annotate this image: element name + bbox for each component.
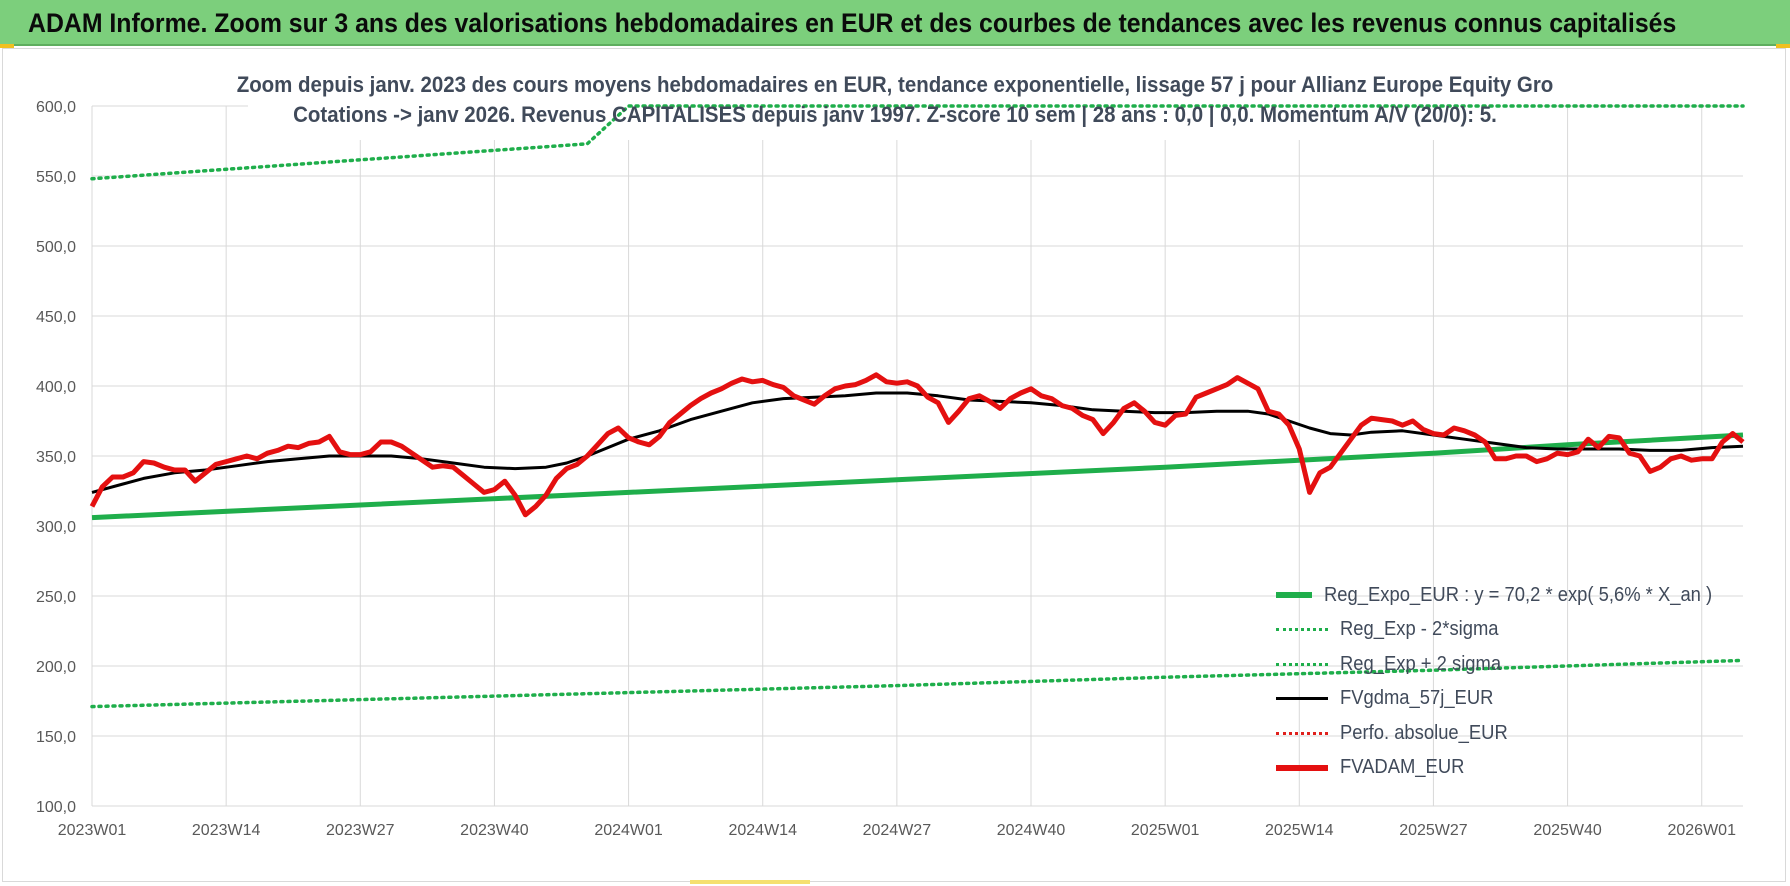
y-tick-label: 250,0 xyxy=(36,589,76,606)
legend-swatch xyxy=(1276,697,1328,701)
x-tick-label: 2023W01 xyxy=(58,822,127,839)
y-tick-label: 100,0 xyxy=(36,799,76,816)
series-line-fvadam-eur xyxy=(89,372,1745,518)
legend-label: Reg_Expo_EUR : y = 70,2 * exp( 5,6% * X_… xyxy=(1324,583,1713,606)
legend-swatch xyxy=(1276,592,1313,599)
legend-label: Perfo. absolue_EUR xyxy=(1340,721,1508,744)
legend-item: Reg_Expo_EUR : y = 70,2 * exp( 5,6% * X_… xyxy=(1276,578,1746,613)
legend-item: Reg_Exp - 2*sigma xyxy=(1276,613,1746,648)
x-tick-label: 2025W40 xyxy=(1533,822,1602,839)
y-tick-label: 500,0 xyxy=(36,239,76,256)
report-banner: ADAM Informe. Zoom sur 3 ans des valoris… xyxy=(0,0,1790,46)
y-tick-label: 550,0 xyxy=(36,169,76,186)
x-tick-label: 2024W01 xyxy=(594,822,663,839)
legend-item: Perfo. absolue_EUR xyxy=(1276,716,1746,751)
chart-legend: Reg_Expo_EUR : y = 70,2 * exp( 5,6% * X_… xyxy=(1276,578,1746,785)
series-line-reg-exp xyxy=(90,104,1745,181)
legend-label: FVADAM_EUR xyxy=(1340,756,1465,779)
y-tick-label: 600,0 xyxy=(36,99,76,116)
legend-item: FVADAM_EUR xyxy=(1276,751,1746,786)
legend-swatch xyxy=(1276,662,1328,666)
banner-accent-right xyxy=(1776,44,1790,48)
legend-swatch xyxy=(1276,731,1328,735)
legend-item: Reg_Exp + 2 sigma xyxy=(1276,647,1746,682)
bottom-accent xyxy=(690,880,810,884)
legend-label: Reg_Exp + 2 sigma xyxy=(1340,652,1502,675)
x-tick-label: 2023W27 xyxy=(326,822,395,839)
legend-label: FVgdma_57j_EUR xyxy=(1340,687,1494,710)
x-tick-label: 2024W27 xyxy=(863,822,932,839)
x-tick-label: 2025W14 xyxy=(1265,822,1334,839)
report-title: ADAM Informe. Zoom sur 3 ans des valoris… xyxy=(28,8,1677,38)
x-tick-label: 2023W14 xyxy=(192,822,261,839)
x-tick-label: 2024W40 xyxy=(997,822,1066,839)
title-backdrop xyxy=(248,68,1538,140)
y-tick-label: 200,0 xyxy=(36,659,76,676)
banner-accent-left xyxy=(0,44,14,48)
x-tick-label: 2025W01 xyxy=(1131,822,1200,839)
x-tick-label: 2026W01 xyxy=(1667,822,1736,839)
y-tick-label: 350,0 xyxy=(36,449,76,466)
y-tick-label: 400,0 xyxy=(36,379,76,396)
y-tick-label: 300,0 xyxy=(36,519,76,536)
series-line-reg-exp xyxy=(90,658,1745,709)
legend-swatch xyxy=(1276,764,1328,771)
y-tick-label: 150,0 xyxy=(36,729,76,746)
x-tick-label: 2024W14 xyxy=(728,822,797,839)
x-tick-label: 2025W27 xyxy=(1399,822,1468,839)
legend-item: FVgdma_57j_EUR xyxy=(1276,682,1746,717)
legend-swatch xyxy=(1276,628,1328,632)
y-tick-label: 450,0 xyxy=(36,309,76,326)
chart-frame xyxy=(2,48,1786,882)
x-tick-label: 2023W40 xyxy=(460,822,529,839)
legend-label: Reg_Exp - 2*sigma xyxy=(1340,618,1499,641)
